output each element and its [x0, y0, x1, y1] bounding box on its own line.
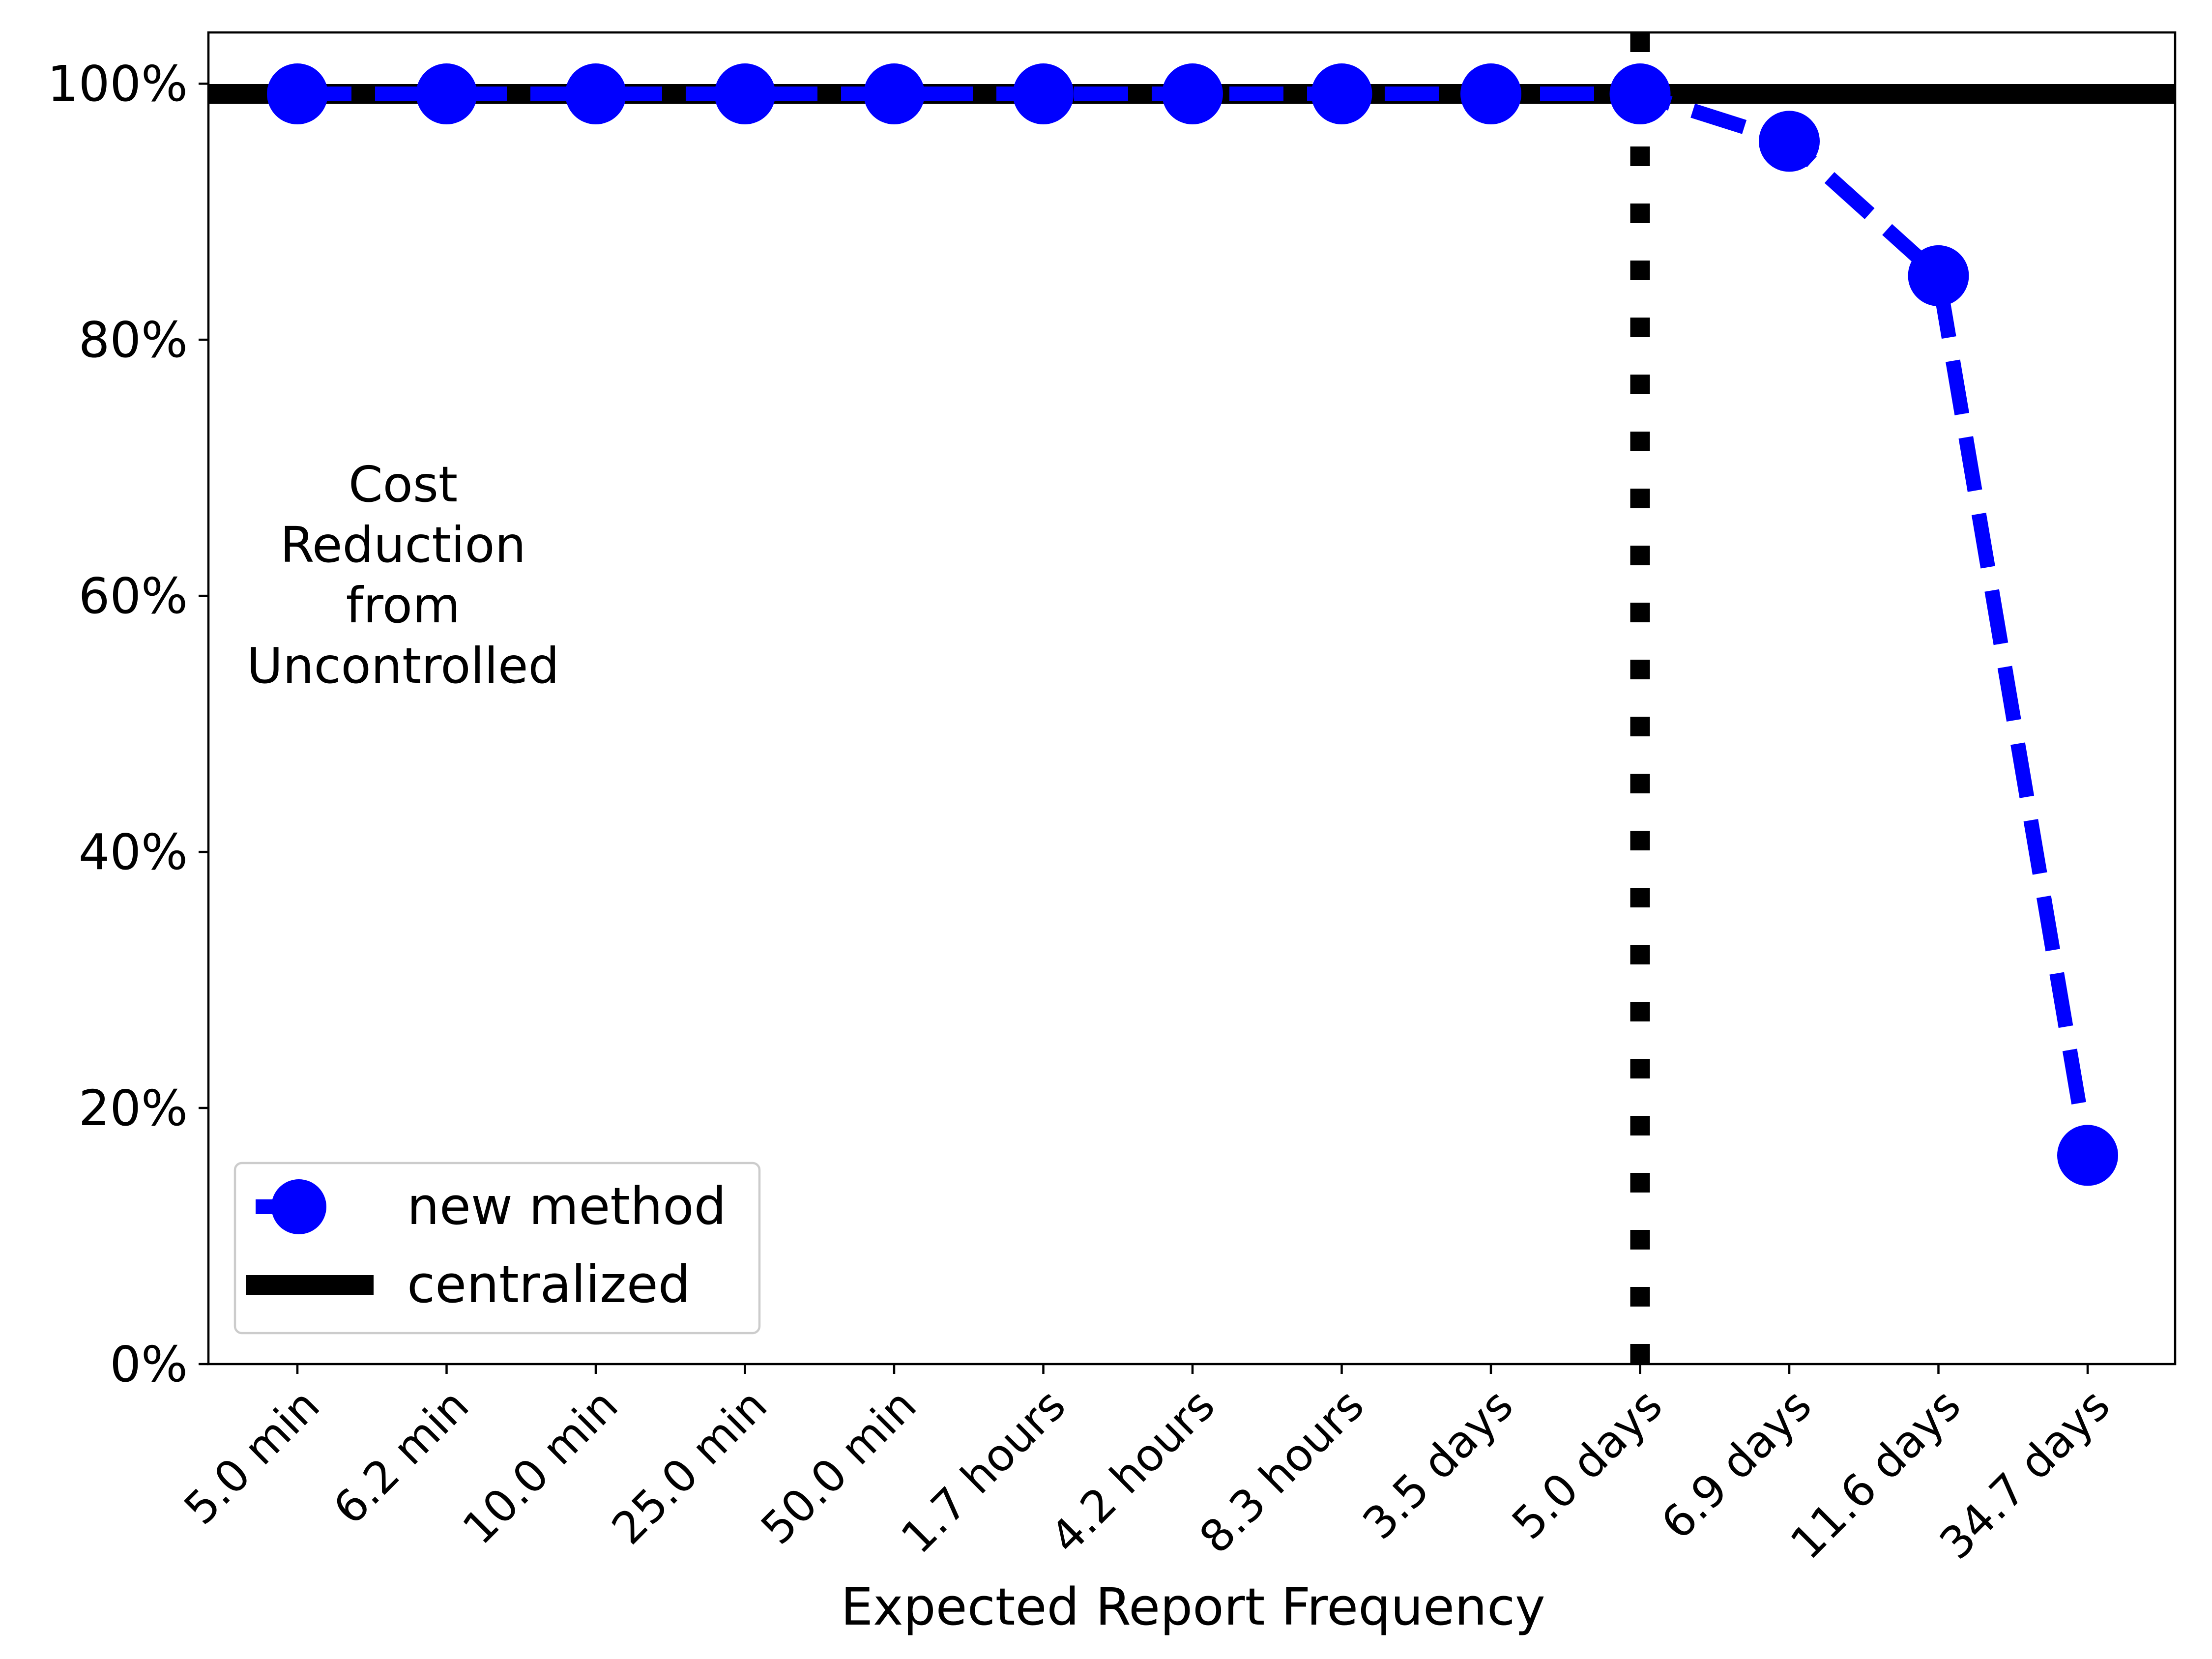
- new-method-point: [1609, 63, 1671, 125]
- new-method-point: [565, 63, 626, 125]
- new-method-point: [1759, 111, 1820, 172]
- x-tick-label: 8.3 hours: [1190, 1379, 1374, 1564]
- x-tick-label: 25.0 min: [602, 1379, 777, 1554]
- new-method-point: [1908, 245, 1969, 306]
- annotation-line: Uncontrolled: [247, 637, 559, 695]
- x-axis-title: Expected Report Frequency: [841, 1577, 1545, 1637]
- y-tick-label: 60%: [79, 567, 188, 625]
- y-tick-label: 0%: [110, 1336, 188, 1393]
- new-method-point: [416, 63, 477, 125]
- new-method-point: [267, 63, 328, 125]
- legend-label-new-method: new method: [407, 1176, 727, 1236]
- new-method-point: [1311, 63, 1372, 125]
- annotation-line: Cost: [349, 456, 458, 513]
- annotation-line: from: [346, 577, 461, 634]
- x-tick-label: 5.0 days: [1502, 1379, 1672, 1549]
- y-tick-label: 20%: [79, 1079, 188, 1137]
- annotation: Cost Reduction from Uncontrolled: [247, 456, 559, 695]
- legend-label-centralized: centralized: [407, 1254, 691, 1314]
- new-method-point: [1013, 63, 1074, 125]
- new-method-line: [297, 87, 2095, 1157]
- series-layer: [208, 63, 2175, 1186]
- y-tick-label: 40%: [79, 823, 188, 881]
- x-tick-label: 6.2 min: [323, 1379, 479, 1535]
- new-method-point: [864, 63, 925, 125]
- new-method-point: [1162, 63, 1223, 125]
- x-tick-label: 4.2 hours: [1041, 1379, 1225, 1564]
- x-tick-label: 3.5 days: [1353, 1379, 1523, 1549]
- legend: new method centralized: [233, 1162, 761, 1335]
- y-tick-label: 80%: [79, 311, 188, 369]
- new-method-point: [1460, 63, 1521, 125]
- new-method-point: [714, 63, 776, 125]
- annotation-line: Reduction: [280, 516, 526, 574]
- x-tick-label: 10.0 min: [453, 1379, 628, 1554]
- legend-marker-new-method: [271, 1179, 326, 1234]
- new-method-point: [2057, 1125, 2118, 1186]
- y-tick-label: 100%: [47, 55, 188, 113]
- x-tick-label: 5.0 min: [175, 1379, 330, 1535]
- x-tick-label: 1.7 hours: [891, 1379, 1076, 1564]
